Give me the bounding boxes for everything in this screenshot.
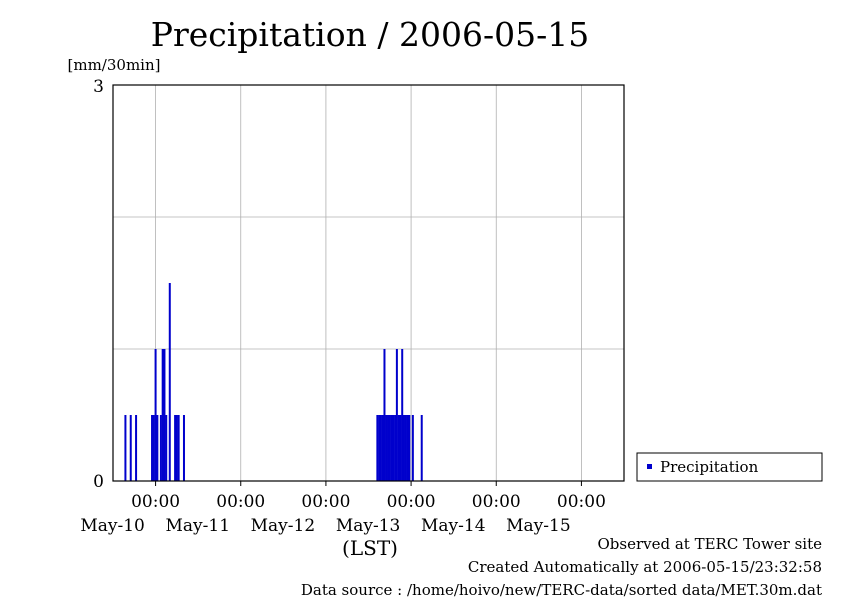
precipitation-bar [175,415,178,481]
precipitation-bar [401,349,404,481]
footer-created: Created Automatically at 2006-05-15/23:3… [467,558,822,576]
precipitation-bar [402,415,405,481]
precipitation-bar [399,415,402,481]
legend-swatch [647,464,652,469]
x-tick-time-label: 00:00 [216,492,265,512]
plot-frame [112,84,625,482]
footer-observed: Observed at TERC Tower site [597,535,822,553]
precipitation-bar [378,415,381,481]
precipitation-bar [182,415,185,481]
precipitation-bar [388,415,391,481]
precipitation-bar [152,415,155,481]
precipitation-bar [379,415,382,481]
precipitation-bar [163,349,166,481]
legend: Precipitation [636,452,823,482]
x-tick-date-label: May-10 [80,516,145,536]
precipitation-bar [390,415,393,481]
bar-series [124,283,423,481]
precipitation-bar [420,415,423,481]
y-tick-label-bottom: 0 [93,472,104,492]
precipitation-bar [129,415,132,481]
precipitation-bar [124,415,127,481]
x-axis-label: (LST) [342,536,398,560]
x-tick-time-label: 00:00 [472,492,521,512]
x-tick-time-label: 00:00 [131,492,180,512]
legend-label: Precipitation [660,458,759,476]
precipitation-bar [161,349,164,481]
x-tick-time-label: 00:00 [301,492,350,512]
precipitation-bar [383,349,386,481]
precipitation-bar [406,415,409,481]
precipitation-bar [411,415,414,481]
x-tick-time-label: 00:00 [557,492,606,512]
precipitation-bar [174,415,177,481]
y-axis-unit-label: [mm/30min] [68,56,161,74]
precipitation-bar [165,415,168,481]
legend-box [636,452,823,482]
x-tick-time-label: 00:00 [387,492,436,512]
precipitation-bar [159,415,162,481]
precipitation-bar [381,415,384,481]
precipitation-bar [168,283,171,481]
precipitation-bar [408,415,411,481]
x-tick-date-label: May-14 [421,516,486,536]
precipitation-bar [392,415,395,481]
precipitation-bar [387,415,390,481]
precipitation-bar [154,349,157,481]
x-axis-ticks: 00:00 May-10 00:00 May-11 00:00 May-12 00:00 Ma… [80,481,606,536]
x-tick-date-label: May-13 [336,516,401,536]
precipitation-bar [397,415,400,481]
precipitation-bar [135,415,138,481]
precipitation-bar [404,415,407,481]
precipitation-bar [151,415,154,481]
precipitation-bar [394,415,397,481]
x-tick-date-label: May-11 [165,516,230,536]
x-tick-date-label: May-12 [251,516,316,536]
chart-title: Precipitation / 2006-05-15 [151,15,589,54]
precipitation-bar [177,415,180,481]
precipitation-bar [376,415,379,481]
y-axis-ticks: 3 0 [93,77,104,492]
y-tick-label-top: 3 [93,77,104,97]
grid-lines [113,85,624,481]
footer-source: Data source : /home/hoivo/new/TERC-data/… [300,581,822,599]
precipitation-bar [385,415,388,481]
x-tick-date-label: May-15 [506,516,571,536]
precipitation-bar [156,415,159,481]
precipitation-bar [395,349,398,481]
